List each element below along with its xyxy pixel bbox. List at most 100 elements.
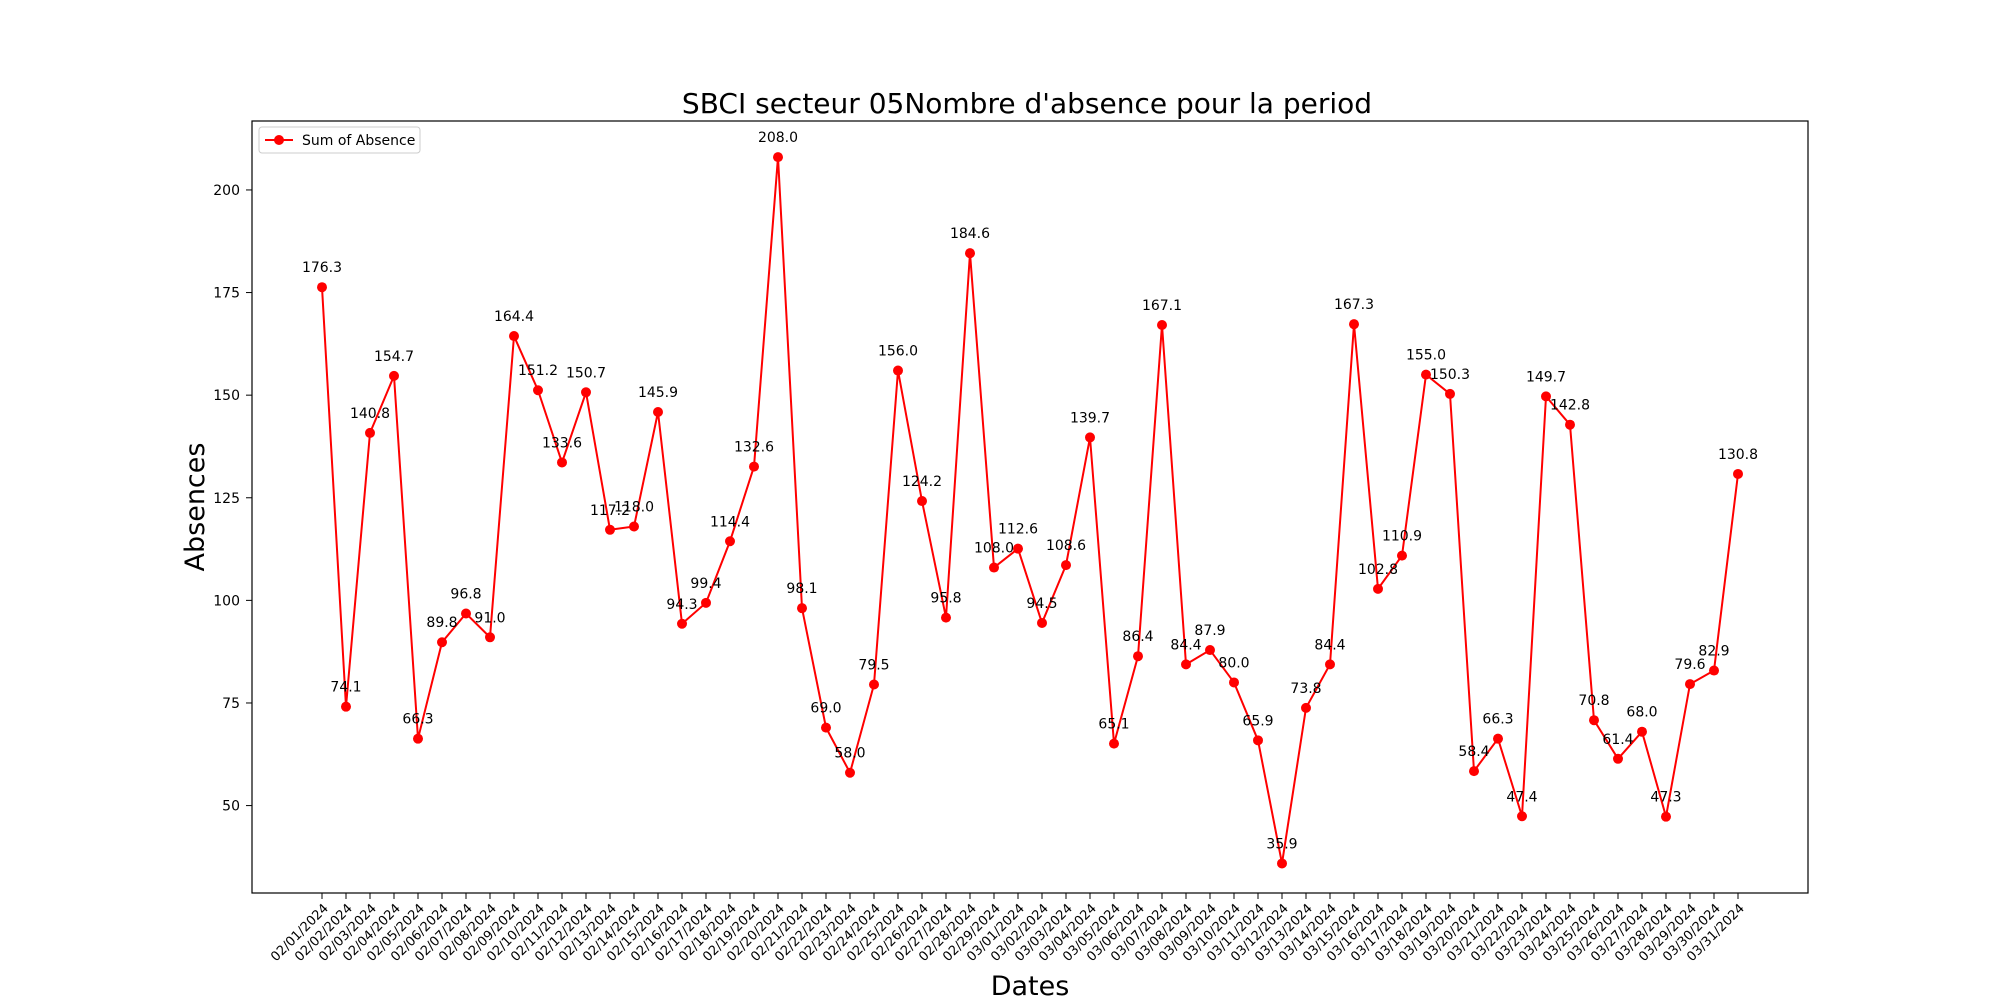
data-label: 73.8 bbox=[1290, 681, 1321, 697]
data-point bbox=[941, 612, 951, 623]
data-point bbox=[677, 618, 687, 629]
data-point bbox=[797, 603, 807, 614]
data-label: 110.9 bbox=[1382, 529, 1422, 545]
data-label: 86.4 bbox=[1122, 629, 1153, 645]
data-point bbox=[1397, 550, 1407, 561]
data-label: 91.0 bbox=[474, 610, 505, 626]
data-point bbox=[725, 536, 735, 547]
data-label: 184.6 bbox=[950, 226, 990, 242]
data-point bbox=[341, 701, 351, 712]
data-label: 167.3 bbox=[1334, 297, 1374, 313]
series-line bbox=[321, 157, 1739, 864]
data-label: 154.7 bbox=[374, 349, 414, 365]
data-point bbox=[821, 722, 831, 733]
data-point bbox=[701, 597, 711, 608]
data-point bbox=[581, 387, 591, 398]
data-point bbox=[1661, 811, 1671, 822]
data-point bbox=[1229, 677, 1239, 688]
y-tick-label: 125 bbox=[213, 491, 240, 507]
data-label: 68.0 bbox=[1626, 705, 1657, 721]
data-point bbox=[1373, 583, 1383, 594]
y-axis-label: Absences bbox=[180, 443, 211, 572]
data-point bbox=[749, 461, 759, 472]
data-point bbox=[1301, 702, 1311, 713]
data-label: 58.0 bbox=[834, 746, 865, 762]
data-label: 155.0 bbox=[1406, 348, 1446, 364]
data-label: 61.4 bbox=[1602, 732, 1633, 748]
y-tick-label: 150 bbox=[213, 388, 240, 404]
y-tick-label: 50 bbox=[222, 799, 240, 815]
data-label: 89.8 bbox=[426, 615, 457, 631]
data-point bbox=[1613, 753, 1623, 764]
data-label: 150.3 bbox=[1430, 367, 1470, 383]
data-label: 65.1 bbox=[1098, 717, 1129, 733]
legend-box bbox=[258, 126, 421, 154]
data-label: 151.2 bbox=[518, 363, 558, 379]
y-tick-label: 75 bbox=[222, 696, 240, 712]
data-label: 84.4 bbox=[1170, 637, 1201, 653]
plot-frame bbox=[251, 120, 1809, 894]
data-label: 35.9 bbox=[1266, 836, 1297, 852]
data-label: 167.1 bbox=[1142, 298, 1182, 314]
data-point bbox=[1493, 733, 1503, 744]
data-label: 84.4 bbox=[1314, 637, 1345, 653]
data-point bbox=[557, 457, 567, 468]
data-point bbox=[989, 562, 999, 573]
data-point bbox=[1709, 665, 1719, 676]
data-label: 102.8 bbox=[1358, 562, 1398, 578]
data-point bbox=[917, 496, 927, 507]
data-label: 117.2 bbox=[590, 503, 630, 519]
data-point bbox=[629, 521, 639, 532]
data-label: 176.3 bbox=[302, 260, 342, 276]
data-label: 112.6 bbox=[998, 522, 1038, 538]
data-label: 108.0 bbox=[974, 541, 1014, 557]
data-point bbox=[1037, 617, 1047, 628]
data-point bbox=[869, 679, 879, 690]
data-label: 69.0 bbox=[810, 701, 841, 717]
data-point bbox=[653, 406, 663, 417]
data-label: 47.4 bbox=[1506, 789, 1537, 805]
data-label: 118.0 bbox=[614, 499, 654, 515]
data-point bbox=[461, 608, 471, 619]
data-point bbox=[1085, 432, 1095, 443]
data-point bbox=[365, 427, 375, 438]
data-point bbox=[1133, 651, 1143, 662]
data-label: 99.4 bbox=[690, 576, 721, 592]
data-label: 94.5 bbox=[1026, 596, 1057, 612]
data-point bbox=[965, 248, 975, 259]
data-label: 133.6 bbox=[542, 435, 582, 451]
data-label: 140.8 bbox=[350, 406, 390, 422]
data-point bbox=[437, 637, 447, 648]
data-point bbox=[1469, 766, 1479, 777]
data-point bbox=[1061, 560, 1071, 571]
data-label: 142.8 bbox=[1550, 398, 1590, 414]
data-point bbox=[389, 370, 399, 381]
data-label: 150.7 bbox=[566, 365, 606, 381]
data-point bbox=[1013, 543, 1023, 554]
data-label: 79.5 bbox=[858, 658, 889, 674]
data-label: 70.8 bbox=[1578, 693, 1609, 709]
data-point bbox=[533, 385, 543, 396]
data-point bbox=[1205, 645, 1215, 656]
data-label: 149.7 bbox=[1526, 369, 1566, 385]
data-point bbox=[1733, 468, 1743, 479]
data-point bbox=[1277, 858, 1287, 869]
data-point bbox=[485, 632, 495, 643]
data-point bbox=[1421, 369, 1431, 380]
data-point bbox=[1541, 391, 1551, 402]
data-label: 74.1 bbox=[330, 680, 361, 696]
legend: Sum of Absence bbox=[258, 126, 421, 154]
data-label: 98.1 bbox=[786, 581, 817, 597]
data-label: 58.4 bbox=[1458, 744, 1489, 760]
data-point bbox=[1325, 659, 1335, 670]
data-label: 66.3 bbox=[402, 712, 433, 728]
data-point bbox=[509, 331, 519, 342]
data-point bbox=[1253, 735, 1263, 746]
data-point bbox=[1349, 319, 1359, 330]
data-label: 130.8 bbox=[1718, 447, 1758, 463]
legend-entry-label: Sum of Absence bbox=[302, 133, 415, 149]
data-point bbox=[605, 524, 615, 535]
data-label: 94.3 bbox=[666, 597, 697, 613]
data-point bbox=[1445, 388, 1455, 399]
